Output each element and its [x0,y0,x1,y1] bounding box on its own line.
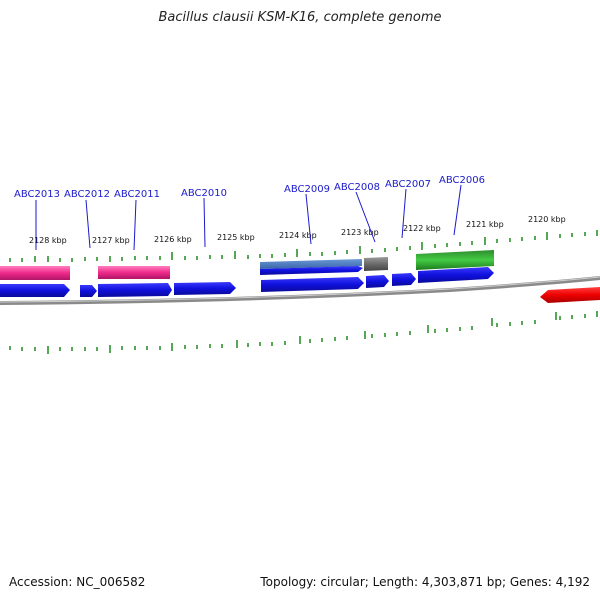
cds-arrow-abc2006[interactable] [418,267,494,283]
gene-label-abc2012[interactable]: ABC2012 [64,189,110,200]
feature-track-upper [0,250,494,280]
feature-pink-1[interactable] [0,266,70,280]
cds-arrow-red[interactable] [540,287,600,303]
scale-label-2121: 2121 kbp [466,220,504,229]
scale-label-2125: 2125 kbp [217,233,255,242]
cds-arrow-abc2007[interactable] [392,273,416,286]
gene-label-abc2006[interactable]: ABC2006 [439,175,485,186]
gene-label-abc2008[interactable]: ABC2008 [334,182,380,193]
feature-steel-block[interactable] [260,259,362,269]
genome-backbone [0,276,600,305]
map-title: Bacillus clausii KSM-K16, complete genom… [158,10,442,25]
cds-arrow-abc2009-fwd[interactable] [260,266,363,275]
feature-gray-block[interactable] [364,257,388,271]
gene-label-abc2011[interactable]: ABC2011 [114,189,160,200]
outer-tick-ruler [9,230,598,262]
gene-label-abc2010[interactable]: ABC2010 [181,188,227,199]
gene-leader-lines [35,184,462,251]
cds-arrow-abc2009[interactable] [261,277,364,292]
scale-label-2127: 2127 kbp [92,236,130,245]
genome-summary-text: Topology: circular; Length: 4,303,871 bp… [260,575,590,589]
cds-track [0,266,600,303]
scale-label-2120: 2120 kbp [528,215,566,224]
accession-text: Accession: NC_006582 [9,575,146,589]
feature-pink-2[interactable] [98,266,170,279]
feature-green-block[interactable] [416,250,494,270]
cds-arrow-abc2013[interactable] [0,284,70,297]
scale-label-2126: 2126 kbp [154,235,192,244]
gene-label-abc2009[interactable]: ABC2009 [284,184,330,195]
scale-label-2124: 2124 kbp [279,231,317,240]
inner-tick-ruler [9,311,598,354]
cds-arrow-abc2012[interactable] [80,285,97,297]
cds-arrow-abc2010[interactable] [174,282,236,295]
gene-label-abc2013[interactable]: ABC2013 [14,189,60,200]
gene-label-abc2007[interactable]: ABC2007 [385,179,431,190]
gene-labels: ABC2013 ABC2012 ABC2011 ABC2010 ABC2009 … [14,175,485,200]
cds-arrow-abc2008[interactable] [366,275,389,288]
genome-backbone-highlight [0,276,600,303]
scale-label-2128: 2128 kbp [29,236,67,245]
scale-labels: 2128 kbp 2127 kbp 2126 kbp 2125 kbp 2124… [29,215,566,245]
cds-arrow-abc2011[interactable] [98,283,172,297]
scale-label-2122: 2122 kbp [403,224,441,233]
scale-label-2123: 2123 kbp [341,228,379,237]
